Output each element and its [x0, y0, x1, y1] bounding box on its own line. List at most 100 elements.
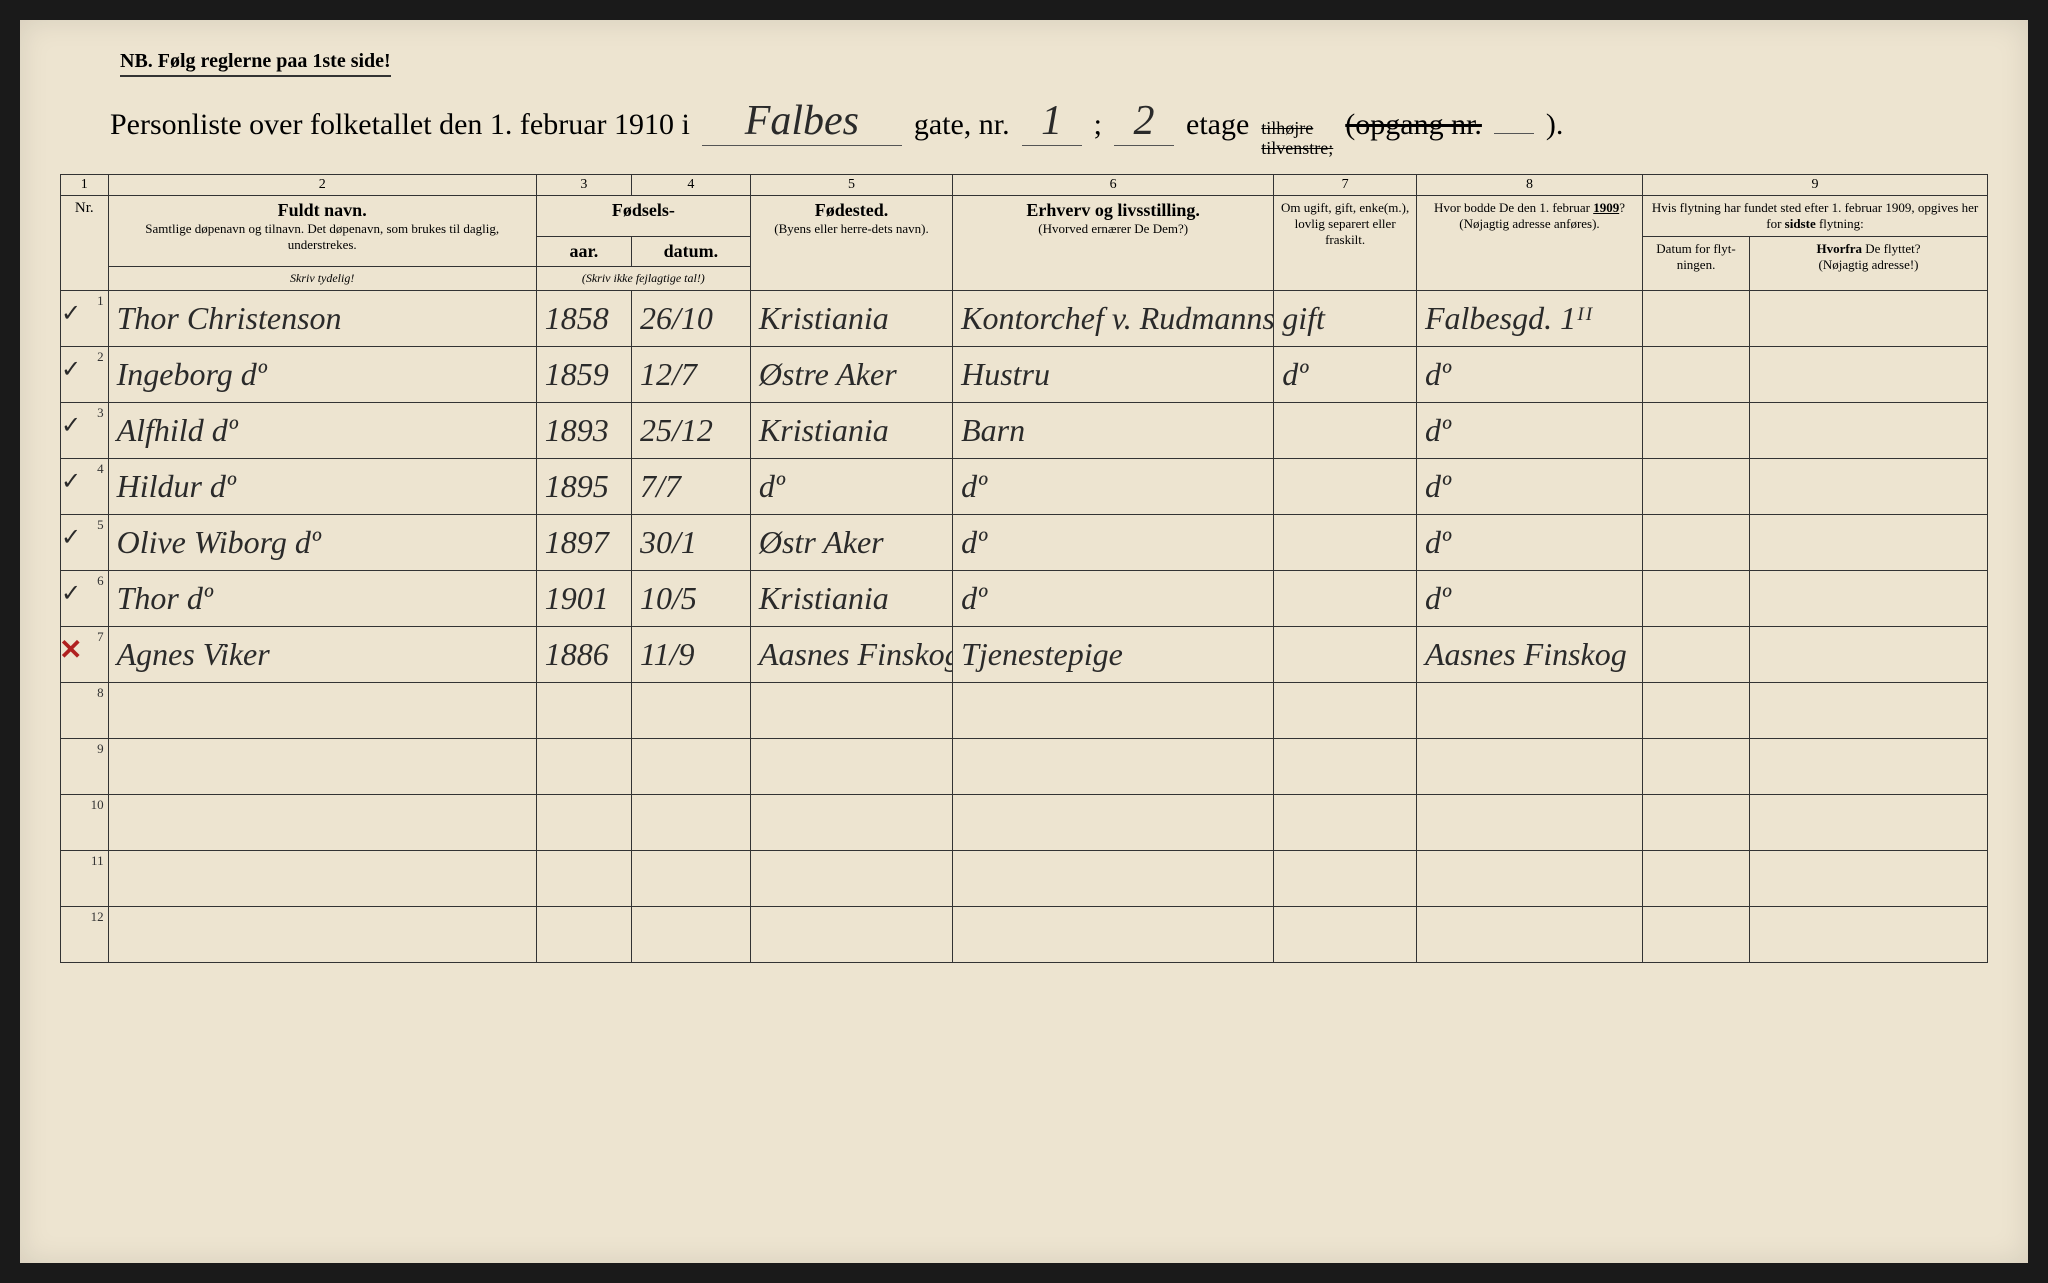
- row-marital: [1274, 570, 1417, 626]
- row-movedate: [1642, 458, 1749, 514]
- row-occupation: Kontorchef v. Rudmanns Rf.: [953, 290, 1274, 346]
- row-name: Ingeborg dº: [108, 346, 536, 402]
- row-marital: dº: [1274, 346, 1417, 402]
- header-birthplace-main: Fødested.: [757, 200, 946, 221]
- gate-number: 1: [1022, 97, 1082, 146]
- row-date: 25/12: [631, 402, 750, 458]
- header-fodsels: Fødsels-: [536, 195, 750, 236]
- row-name: Thor Christenson: [108, 290, 536, 346]
- row-marital: gift: [1274, 290, 1417, 346]
- row-movedate: [1642, 346, 1749, 402]
- header-address-main: Hvor bodde De den 1. februar 1909?: [1423, 200, 1636, 216]
- row-name: Alfhild dº: [108, 402, 536, 458]
- header-movefrom: Hvorfra De flyttet? (Nøjagtig adresse!): [1750, 236, 1988, 290]
- table-row-empty: 8: [61, 682, 1988, 738]
- opgang-number: [1494, 133, 1534, 134]
- header-address: Hvor bodde De den 1. februar 1909? (Nøja…: [1416, 195, 1642, 290]
- header-address-sub: (Nøjagtig adresse anføres).: [1423, 216, 1636, 232]
- row-movefrom: [1750, 570, 1988, 626]
- row-address: Falbesgd. 1ᴵᴵ: [1416, 290, 1642, 346]
- row-movefrom: [1750, 514, 1988, 570]
- col-num-5: 5: [750, 174, 952, 195]
- row-marital: [1274, 402, 1417, 458]
- row-birthplace: Aasnes Finskog: [750, 626, 952, 682]
- col-num-3: 3: [536, 174, 631, 195]
- header-name-sub: Samtlige døpenavn og tilnavn. Det døpena…: [115, 221, 530, 253]
- title-line: Personliste over folketallet den 1. febr…: [110, 97, 1988, 159]
- header-year-instr: (Skriv ikke fejlagtige tal!): [536, 266, 750, 290]
- table-row: ✓4Hildur dº18957/7dºdºdº: [61, 458, 1988, 514]
- nb-notice: NB. Følg reglerne paa 1ste side!: [120, 50, 391, 77]
- row-nr: 10: [61, 794, 109, 850]
- header-movedate: Datum for flyt-ningen.: [1642, 236, 1749, 290]
- title-closing: ).: [1546, 108, 1564, 142]
- row-birthplace: dº: [750, 458, 952, 514]
- opgang-label: (opgang nr.: [1345, 108, 1482, 142]
- row-address: dº: [1416, 458, 1642, 514]
- semicolon: ;: [1094, 108, 1102, 142]
- row-year: 1859: [536, 346, 631, 402]
- header-marital: Om ugift, gift, enke(m.), lovlig separer…: [1274, 195, 1417, 290]
- header-datum: datum.: [631, 236, 750, 266]
- row-address: dº: [1416, 514, 1642, 570]
- street-name: Falbes: [702, 97, 902, 146]
- table-row-empty: 9: [61, 738, 1988, 794]
- header-movefrom-sub: (Nøjagtig adresse!): [1756, 257, 1981, 273]
- row-name: Agnes Viker: [108, 626, 536, 682]
- row-nr: ✓5: [61, 514, 109, 570]
- row-birthplace: Østr Aker: [750, 514, 952, 570]
- table-row: ✓6Thor dº190110/5Kristianiadºdº: [61, 570, 1988, 626]
- header-birthplace: Fødested. (Byens eller herre-dets navn).: [750, 195, 952, 290]
- header-occupation-sub: (Hvorved ernærer De Dem?): [959, 221, 1267, 237]
- struck-side: tilhøjre tilvenstre;: [1261, 119, 1333, 159]
- table-row-empty: 10: [61, 794, 1988, 850]
- table-header: 1 2 3 4 5 6 7 8 9 Nr. Fuldt navn. Samtli…: [61, 174, 1988, 290]
- table-row-empty: 11: [61, 850, 1988, 906]
- census-page: NB. Følg reglerne paa 1ste side! Personl…: [20, 20, 2028, 1263]
- table-body: ✓1Thor Christenson185826/10KristianiaKon…: [61, 290, 1988, 962]
- header-name: Fuldt navn. Samtlige døpenavn og tilnavn…: [108, 195, 536, 266]
- row-occupation: Hustru: [953, 346, 1274, 402]
- row-year: 1858: [536, 290, 631, 346]
- row-movefrom: [1750, 346, 1988, 402]
- row-address: dº: [1416, 346, 1642, 402]
- row-occupation: dº: [953, 458, 1274, 514]
- row-nr: ✓2: [61, 346, 109, 402]
- header-nr: Nr.: [61, 195, 109, 290]
- row-marital: [1274, 626, 1417, 682]
- row-nr: ✓6: [61, 570, 109, 626]
- census-table: 1 2 3 4 5 6 7 8 9 Nr. Fuldt navn. Samtli…: [60, 174, 1988, 963]
- row-address: dº: [1416, 570, 1642, 626]
- header-aar: aar.: [536, 236, 631, 266]
- row-birthplace: Kristiania: [750, 402, 952, 458]
- gate-label: gate, nr.: [914, 108, 1010, 142]
- row-movedate: [1642, 570, 1749, 626]
- row-nr: ✓3: [61, 402, 109, 458]
- col-num-8: 8: [1416, 174, 1642, 195]
- row-address: Aasnes Finskog: [1416, 626, 1642, 682]
- row-name: Olive Wiborg dº: [108, 514, 536, 570]
- row-name: Hildur dº: [108, 458, 536, 514]
- col-num-9: 9: [1642, 174, 1987, 195]
- row-date: 26/10: [631, 290, 750, 346]
- col-num-6: 6: [953, 174, 1274, 195]
- etage-label: etage: [1186, 108, 1249, 142]
- header-birthplace-sub: (Byens eller herre-dets navn).: [757, 221, 946, 237]
- row-occupation: Tjenestepige: [953, 626, 1274, 682]
- col-num-4: 4: [631, 174, 750, 195]
- row-marital: [1274, 514, 1417, 570]
- header-movefrom-main: Hvorfra De flyttet?: [1756, 241, 1981, 257]
- row-movefrom: [1750, 458, 1988, 514]
- header-name-main: Fuldt navn.: [115, 200, 530, 221]
- row-nr: ✕7: [61, 626, 109, 682]
- row-occupation: dº: [953, 570, 1274, 626]
- row-movedate: [1642, 626, 1749, 682]
- table-row: ✓5Olive Wiborg dº189730/1Østr Akerdºdº: [61, 514, 1988, 570]
- row-date: 7/7: [631, 458, 750, 514]
- header-move: Hvis flytning har fundet sted efter 1. f…: [1642, 195, 1987, 236]
- row-marital: [1274, 458, 1417, 514]
- row-movefrom: [1750, 626, 1988, 682]
- table-row: ✕7Agnes Viker188611/9Aasnes FinskogTjene…: [61, 626, 1988, 682]
- row-year: 1893: [536, 402, 631, 458]
- row-occupation: dº: [953, 514, 1274, 570]
